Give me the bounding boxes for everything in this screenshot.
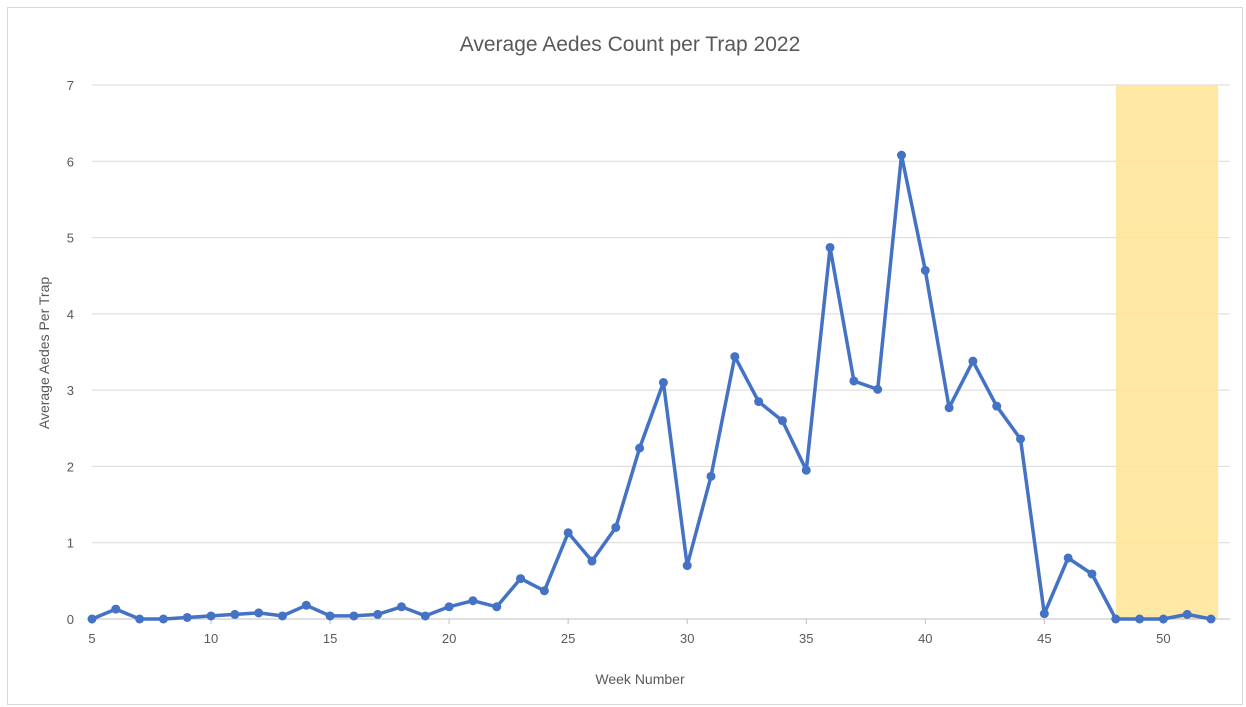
y-tick-label: 7 (67, 78, 74, 93)
series-line (91, 153, 1212, 621)
data-point (1063, 553, 1073, 563)
y-tick-label: 5 (67, 231, 74, 246)
data-point (777, 416, 787, 426)
x-tick-label: 15 (323, 631, 337, 646)
data-point (849, 376, 859, 386)
data-point (1016, 434, 1026, 444)
x-tick-label: 50 (1156, 631, 1170, 646)
data-point (539, 586, 549, 596)
data-point (992, 401, 1002, 411)
data-point (373, 609, 383, 619)
highlight-rect (1115, 85, 1219, 619)
x-tick-label: 10 (204, 631, 218, 646)
x-axis-title: Week Number (595, 671, 685, 687)
data-point (111, 604, 121, 614)
data-point (230, 609, 240, 619)
data-point (635, 443, 645, 453)
data-point (397, 602, 407, 612)
x-tick-label: 45 (1037, 631, 1051, 646)
x-tick-label: 20 (442, 631, 456, 646)
data-point (873, 384, 883, 394)
y-tick-label: 6 (67, 154, 74, 169)
highlight-region (1115, 85, 1219, 619)
x-tick-label: 35 (799, 631, 813, 646)
data-point (87, 614, 97, 624)
data-point (730, 352, 740, 362)
data-point (1158, 614, 1168, 624)
data-point (611, 522, 621, 532)
x-tick-label: 5 (88, 631, 95, 646)
series-layer (87, 150, 1216, 624)
data-point (1135, 614, 1145, 624)
y-axis-title: Average Aedes Per Trap (36, 277, 52, 429)
chart-title: Average Aedes Count per Trap 2022 (460, 33, 801, 56)
data-point (468, 596, 478, 606)
y-tick-label: 0 (67, 612, 74, 627)
data-point (420, 611, 430, 621)
data-point (682, 561, 692, 571)
x-tick-label: 30 (680, 631, 694, 646)
data-point (1087, 569, 1097, 579)
data-point (254, 608, 264, 618)
x-tick-label: 25 (561, 631, 575, 646)
y-tick-label: 3 (67, 383, 74, 398)
data-point (706, 471, 716, 481)
data-point (1111, 614, 1121, 624)
chart-frame (7, 7, 1243, 705)
data-point (896, 150, 906, 160)
data-point (301, 600, 311, 610)
y-tick-label: 2 (67, 459, 74, 474)
data-point (135, 614, 145, 624)
data-point (754, 397, 764, 407)
data-point (801, 465, 811, 475)
data-point (516, 574, 526, 584)
data-point (968, 356, 978, 366)
data-point (920, 265, 930, 275)
data-point (1182, 609, 1192, 619)
y-tick-label: 4 (67, 307, 74, 322)
data-point (1039, 609, 1049, 619)
x-tick-label: 40 (918, 631, 932, 646)
data-point (944, 403, 954, 413)
data-point (182, 612, 192, 622)
data-point (277, 611, 287, 621)
data-point (825, 242, 835, 252)
data-point (158, 614, 168, 624)
data-point (349, 611, 359, 621)
data-point (206, 611, 216, 621)
data-point (587, 556, 597, 566)
data-point (563, 528, 573, 538)
data-point (658, 378, 668, 388)
gridlines (92, 84, 1230, 544)
y-tick-label: 1 (67, 536, 74, 551)
x-axis (91, 618, 1230, 624)
data-point (325, 611, 335, 621)
data-point (492, 602, 502, 612)
data-point (444, 602, 454, 612)
data-point (1206, 614, 1216, 624)
